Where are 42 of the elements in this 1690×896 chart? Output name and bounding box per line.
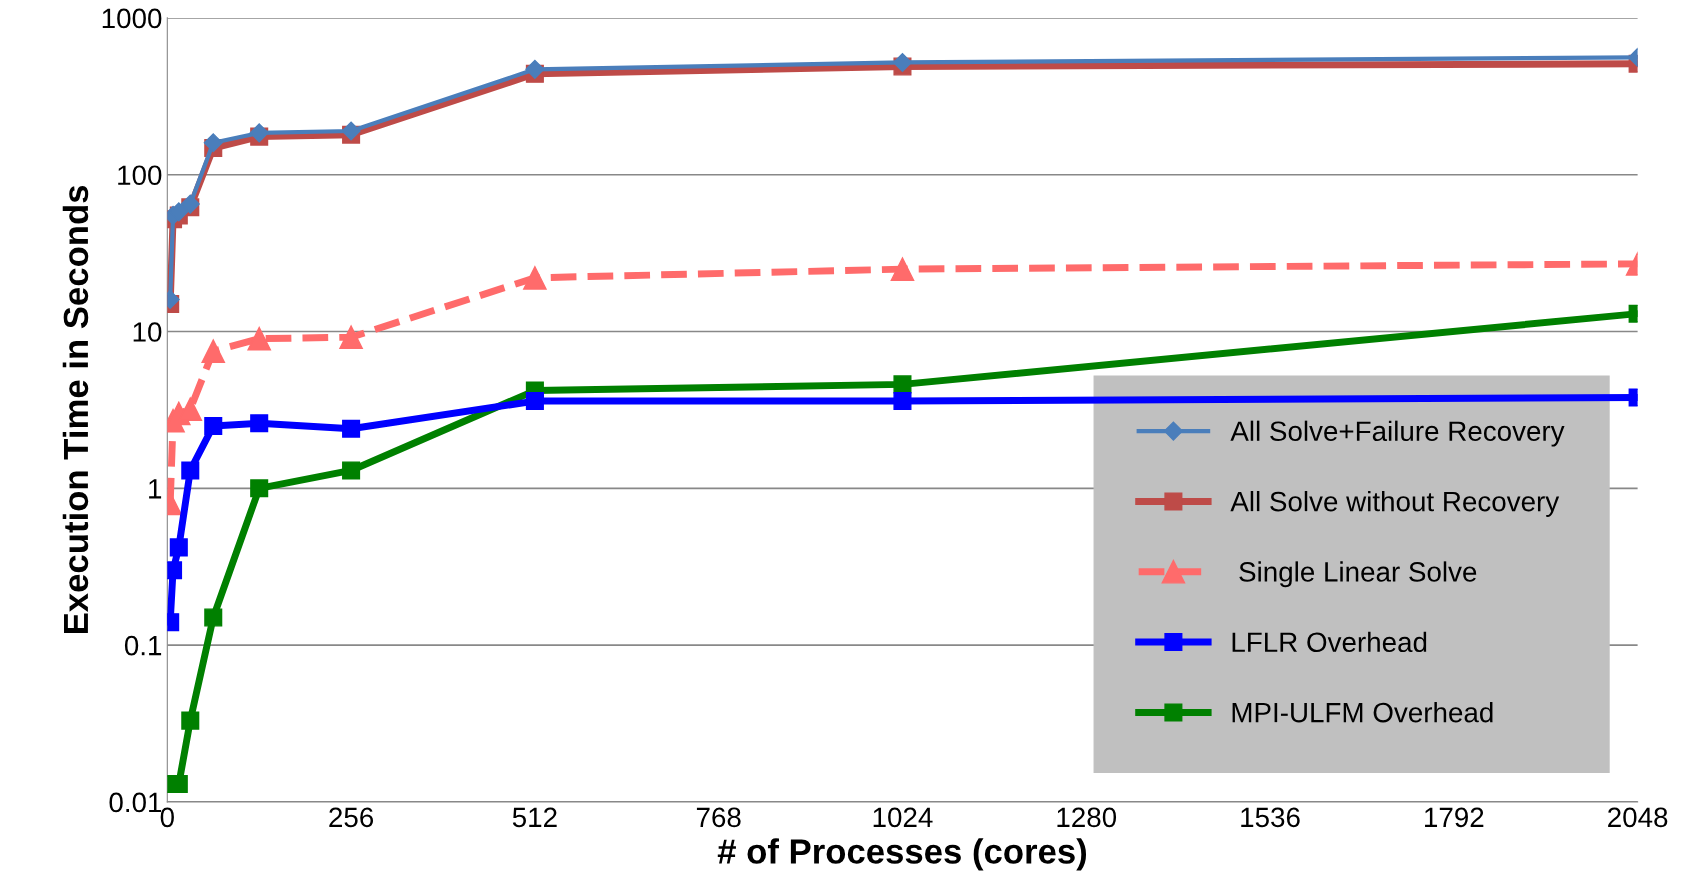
x-tick-label: 1792 (1425, 807, 1484, 828)
point (169, 538, 188, 557)
x-tick-label: 512 (512, 807, 557, 828)
point (250, 414, 269, 433)
y-tick-label: 0.1 (124, 635, 162, 656)
x-tick-label: 1024 (873, 807, 933, 828)
point (342, 461, 361, 480)
y-tick-label: 0.01 (109, 792, 162, 813)
point (890, 257, 915, 281)
point (893, 392, 912, 411)
x-tick-label: 2048 (1608, 807, 1668, 828)
point (525, 392, 544, 411)
point (342, 419, 361, 438)
point (250, 479, 269, 498)
legend-label: Single Linear Solve (1239, 561, 1477, 588)
point (181, 711, 200, 730)
point (201, 339, 226, 363)
y-tick-label: 1 (149, 479, 162, 499)
point (893, 375, 912, 394)
point (523, 266, 547, 290)
point (204, 608, 223, 627)
x-tick-label: 256 (329, 807, 374, 828)
legend-label: All Solve+Failure Recovery (1230, 420, 1565, 447)
x-tick-label: 1536 (1241, 807, 1300, 828)
y-tick-label: 10 (133, 322, 162, 342)
x-axis-title: # of Processes (cores) (717, 838, 1087, 871)
point (525, 59, 545, 79)
point (247, 326, 272, 351)
y-tick-label: 1000 (102, 8, 162, 29)
x-tick-label: 768 (696, 807, 741, 828)
x-tick-label: 0 (160, 807, 174, 828)
point (181, 461, 200, 480)
x-tick-label: 1280 (1057, 807, 1117, 828)
point (892, 52, 912, 72)
point (203, 133, 223, 153)
y-tick-label: 100 (118, 165, 162, 186)
point (204, 416, 223, 435)
y-axis-title: Execution Time in Seconds (62, 185, 89, 634)
legend-label: LFLR Overhead (1232, 631, 1427, 653)
legend-label: MPI-ULFM Overhead (1232, 702, 1493, 723)
point (339, 325, 363, 350)
legend-label: All Solve without Recovery (1230, 491, 1560, 517)
